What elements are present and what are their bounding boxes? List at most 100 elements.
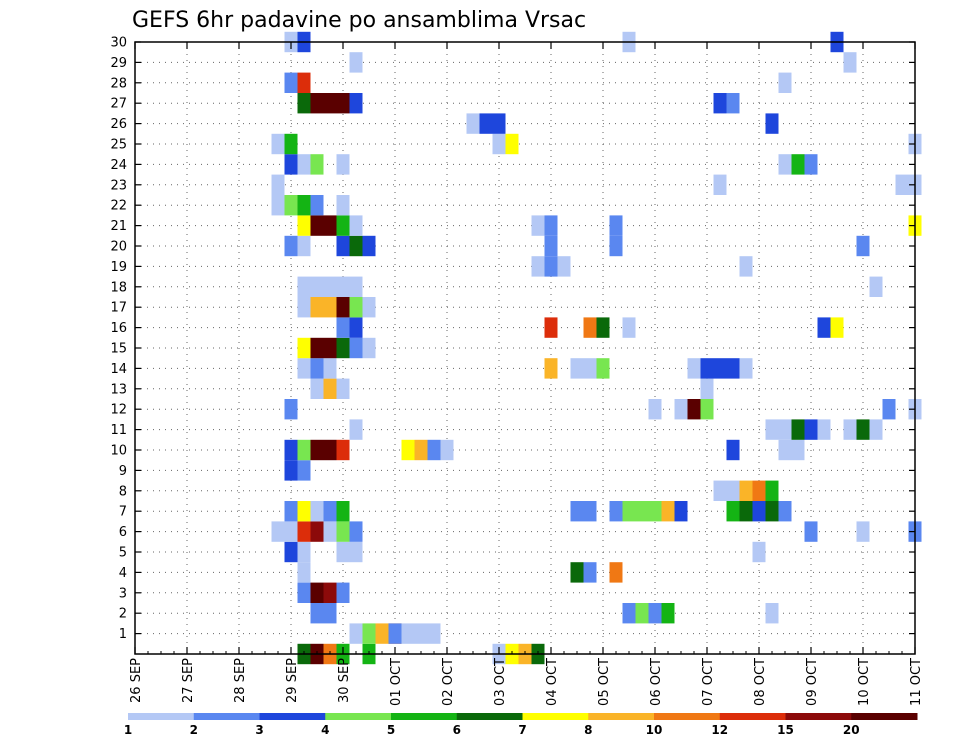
heatmap-cell — [297, 358, 311, 379]
y-tick-label: 22 — [110, 199, 127, 214]
y-tick-label: 9 — [119, 464, 127, 479]
heatmap-cell — [427, 439, 441, 461]
heatmap-cell — [661, 603, 675, 624]
heatmap-cell — [297, 582, 311, 603]
heatmap-cell — [713, 480, 727, 501]
heatmap-cell — [284, 235, 298, 257]
heatmap-cell — [310, 439, 324, 461]
y-tick-label: 4 — [119, 566, 127, 581]
heatmap-cell — [349, 521, 363, 542]
heatmap-cell — [739, 358, 753, 379]
heatmap-cell — [323, 358, 337, 379]
heatmap-cell — [570, 358, 584, 379]
heatmap-cell — [310, 276, 324, 297]
heatmap-cell — [297, 72, 311, 93]
heatmap-cell — [752, 501, 766, 522]
colorbar-label: 1 — [124, 723, 132, 737]
heatmap-cell — [635, 603, 649, 624]
heatmap-cell — [310, 378, 324, 399]
x-tick-label: 09 OCT — [805, 658, 820, 706]
heatmap-cell — [297, 460, 311, 481]
heatmap-cell — [635, 501, 649, 522]
heatmap-cell — [323, 501, 337, 522]
y-tick-label: 30 — [110, 36, 127, 51]
heatmap-cell — [284, 439, 298, 461]
heatmap-cell — [674, 501, 688, 522]
colorbar-swatch — [259, 713, 326, 720]
x-tick-label: 26 SEP — [129, 658, 144, 703]
y-tick-label: 26 — [110, 117, 127, 132]
y-tick-label: 8 — [119, 484, 127, 499]
heatmap-cell — [570, 501, 584, 522]
heatmap-cell — [284, 133, 298, 155]
y-tick-label: 21 — [110, 219, 127, 234]
x-tick-label: 04 OCT — [545, 658, 560, 706]
colorbar-swatch — [193, 713, 260, 720]
x-tick-label: 03 OCT — [493, 658, 508, 706]
heatmap-cell — [349, 93, 363, 114]
heatmap-cell — [622, 603, 636, 624]
heatmap-cell — [284, 154, 298, 175]
colorbar-label: 15 — [777, 723, 794, 737]
y-tick-label: 19 — [110, 260, 127, 275]
heatmap-cell — [804, 419, 818, 440]
y-tick-label: 11 — [110, 423, 127, 438]
heatmap-cell — [336, 93, 350, 114]
y-tick-label: 17 — [110, 301, 127, 316]
y-tick-label: 6 — [119, 525, 127, 540]
heatmap-cell — [310, 93, 324, 114]
heatmap-cell — [297, 297, 311, 318]
colorbar-swatch — [654, 713, 721, 720]
heatmap-cell — [817, 419, 831, 440]
heatmap-cell — [804, 521, 818, 542]
heatmap-cell — [869, 276, 883, 297]
heatmap-cell — [765, 480, 779, 501]
colorbar-swatch — [719, 713, 786, 720]
heatmap-cell — [362, 623, 376, 644]
heatmap-cell — [596, 358, 610, 379]
heatmap-cell — [349, 235, 363, 257]
y-tick-label: 29 — [110, 56, 127, 71]
y-tick-label: 23 — [110, 178, 127, 193]
heatmap-cell — [583, 317, 597, 338]
heatmap-cell — [648, 399, 662, 420]
heatmap-cell — [869, 419, 883, 440]
heatmap-cell — [323, 582, 337, 603]
heatmap-cell — [492, 133, 506, 155]
y-tick-label: 10 — [110, 444, 127, 459]
colorbar-label: 4 — [321, 723, 329, 737]
heatmap-cell — [362, 337, 376, 359]
heatmap-cell — [310, 358, 324, 379]
heatmap-cell — [778, 419, 792, 440]
heatmap-cell — [310, 337, 324, 359]
x-tick-label: 01 OCT — [389, 658, 404, 706]
heatmap-cell — [440, 439, 454, 461]
y-tick-label: 18 — [110, 280, 127, 295]
heatmap-cell — [271, 521, 285, 542]
heatmap-cell — [752, 480, 766, 501]
colorbar-swatch — [522, 713, 589, 720]
heatmap-cell — [349, 276, 363, 297]
heatmap-cell — [284, 399, 298, 420]
heatmap-cell — [284, 501, 298, 522]
heatmap-cell — [466, 113, 480, 134]
colorbar-label: 5 — [387, 723, 395, 737]
heatmap-cell — [609, 215, 623, 236]
heatmap-cell — [726, 93, 740, 114]
heatmap-cell — [375, 623, 389, 644]
x-tick-label: 27 SEP — [181, 658, 196, 703]
x-tick-label: 10 OCT — [857, 658, 872, 706]
heatmap-cell — [310, 521, 324, 542]
heatmap-cell — [349, 541, 363, 563]
heatmap-cell — [648, 603, 662, 624]
colorbar-swatch — [128, 713, 195, 720]
heatmap-cell — [544, 256, 558, 277]
heatmap-cell — [336, 337, 350, 359]
heatmap-cell — [297, 562, 311, 583]
heatmap-cell — [687, 399, 701, 420]
heatmap-cell — [349, 419, 363, 440]
colorbar-label: 2 — [190, 723, 198, 737]
heatmap-cell — [297, 439, 311, 461]
heatmap-cell — [323, 603, 337, 624]
x-tick-label: 30 SEP — [337, 658, 352, 703]
